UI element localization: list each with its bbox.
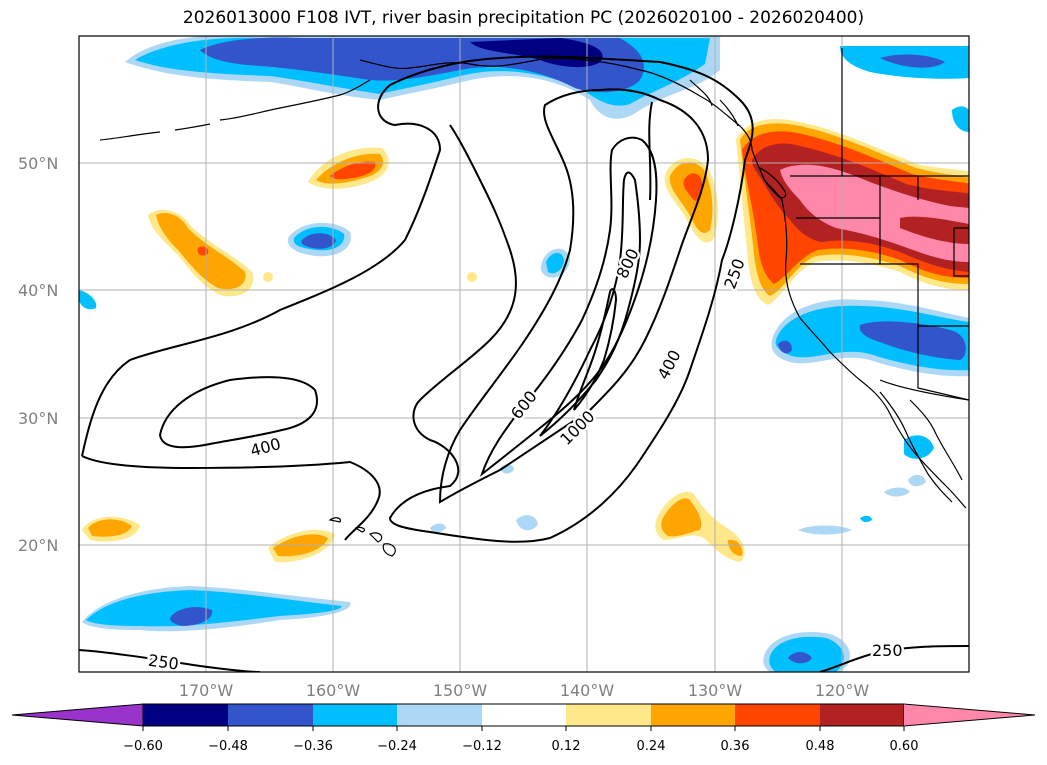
ivt-contour-400-west [158,376,318,449]
colorbar-tick-2: −0.48 [208,739,248,754]
colorbar-bin-9 [820,704,904,726]
colorbar-bin-7 [651,704,735,726]
lat-label-20: 20°N [18,536,58,555]
colorbar-bin-6 [566,704,651,726]
lat-label-50: 50°N [18,154,58,173]
lon-label-130w: 130°W [688,681,743,700]
colorbar-tick-6: 0.12 [552,739,581,754]
colorbar-tick-8: 0.36 [721,739,750,754]
colorbar-bin-4 [397,704,482,726]
ivt-contours [79,55,969,672]
ivt-contour-800 [539,171,642,437]
lon-label-140w: 140°W [560,681,615,700]
contour-label-250-southwest: 250 [147,651,180,674]
longitude-labels: 170°W 160°W 150°W 140°W 130°W 120°W [179,681,870,700]
ivt-contour-250-southeast [819,645,969,672]
lon-label-120w: 120°W [815,681,870,700]
map-title: 2026013000 F108 IVT, river basin precipi… [182,8,865,28]
colorbar-right-extension [903,703,1036,727]
ivt-contour-250-south [79,649,261,672]
latitude-labels: 50°N 40°N 30°N 20°N [18,154,58,555]
positive-pc-offshore [664,158,718,243]
colorbar-tick-3: −0.36 [293,739,333,754]
colorbar: −0.60 −0.48 −0.36 −0.24 −0.12 0.12 0.24 … [11,703,1036,754]
lat-label-30: 30°N [18,409,58,428]
ivt-contour-600 [480,136,658,477]
ivt-contour-1000 [573,288,618,411]
colorbar-tick-4: −0.24 [377,739,417,754]
lat-label-40: 40°N [18,281,58,300]
colorbar-bin-3 [313,704,397,726]
lon-label-150w: 150°W [433,681,488,700]
colorbar-tick-7: 0.24 [637,739,666,754]
colorbar-bin-1 [143,704,228,726]
colorbar-bin-8 [735,704,820,726]
negative-pc-southwest [771,299,969,377]
colorbar-tick-5: −0.12 [462,739,502,754]
colorbar-bin-5 [482,704,566,726]
ivt-contour-250 [81,55,754,543]
ivt-contour-400-main [438,88,710,504]
contour-label-250-southeast: 250 [872,641,903,660]
lon-label-160w: 160°W [306,681,361,700]
colorbar-left-extension [11,703,144,727]
colorbar-tick-10: 0.60 [890,739,919,754]
gridlines [79,36,969,672]
lon-label-170w: 170°W [179,681,234,700]
colorbar-bin-2 [228,704,313,726]
map-border [78,35,970,673]
coastlines [99,48,969,557]
colorbar-tick-1: −0.60 [123,739,163,754]
colorbar-tick-9: 0.48 [806,739,835,754]
